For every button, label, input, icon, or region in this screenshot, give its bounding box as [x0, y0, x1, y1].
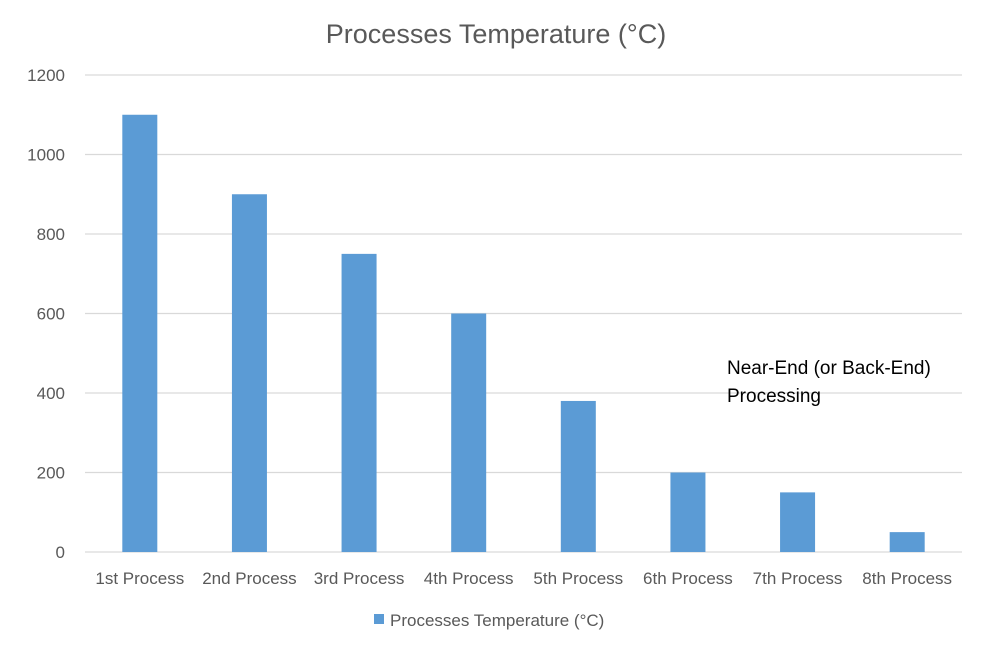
y-axis-ticks: 0 200 400 600 800 1000 1200	[27, 66, 65, 562]
bar	[451, 313, 487, 552]
bar	[560, 400, 596, 552]
gridlines	[85, 74, 962, 553]
x-tick-label: 6th Process	[643, 569, 733, 588]
y-tick-label: 400	[37, 384, 65, 403]
y-tick-label: 800	[37, 225, 65, 244]
bar	[341, 253, 377, 552]
y-tick-label: 1200	[27, 66, 65, 85]
y-tick-label: 0	[56, 543, 65, 562]
x-tick-label: 8th Process	[862, 569, 952, 588]
x-tick-label: 3rd Process	[314, 569, 405, 588]
x-tick-label: 5th Process	[533, 569, 623, 588]
bar	[231, 194, 267, 552]
bars	[122, 114, 925, 552]
y-tick-label: 200	[37, 464, 65, 483]
legend-swatch	[374, 614, 384, 624]
annotation-line-2: Processing	[727, 386, 821, 407]
x-tick-label: 1st Process	[95, 569, 184, 588]
legend: Processes Temperature (°C)	[374, 611, 604, 630]
bar	[780, 492, 816, 552]
x-tick-label: 7th Process	[753, 569, 843, 588]
bar	[889, 532, 925, 552]
x-tick-label: 2nd Process	[202, 569, 297, 588]
y-tick-label: 1000	[27, 146, 65, 165]
y-tick-label: 600	[37, 305, 65, 324]
legend-label: Processes Temperature (°C)	[390, 611, 604, 630]
x-axis-ticks: 1st Process 2nd Process 3rd Process 4th Pro…	[95, 569, 952, 588]
bar	[122, 114, 158, 552]
bar	[670, 472, 706, 552]
x-tick-label: 4th Process	[424, 569, 514, 588]
annotation-line-1: Near-End (or Back-End)	[727, 358, 931, 379]
chart-title: Processes Temperature (°C)	[326, 19, 666, 49]
